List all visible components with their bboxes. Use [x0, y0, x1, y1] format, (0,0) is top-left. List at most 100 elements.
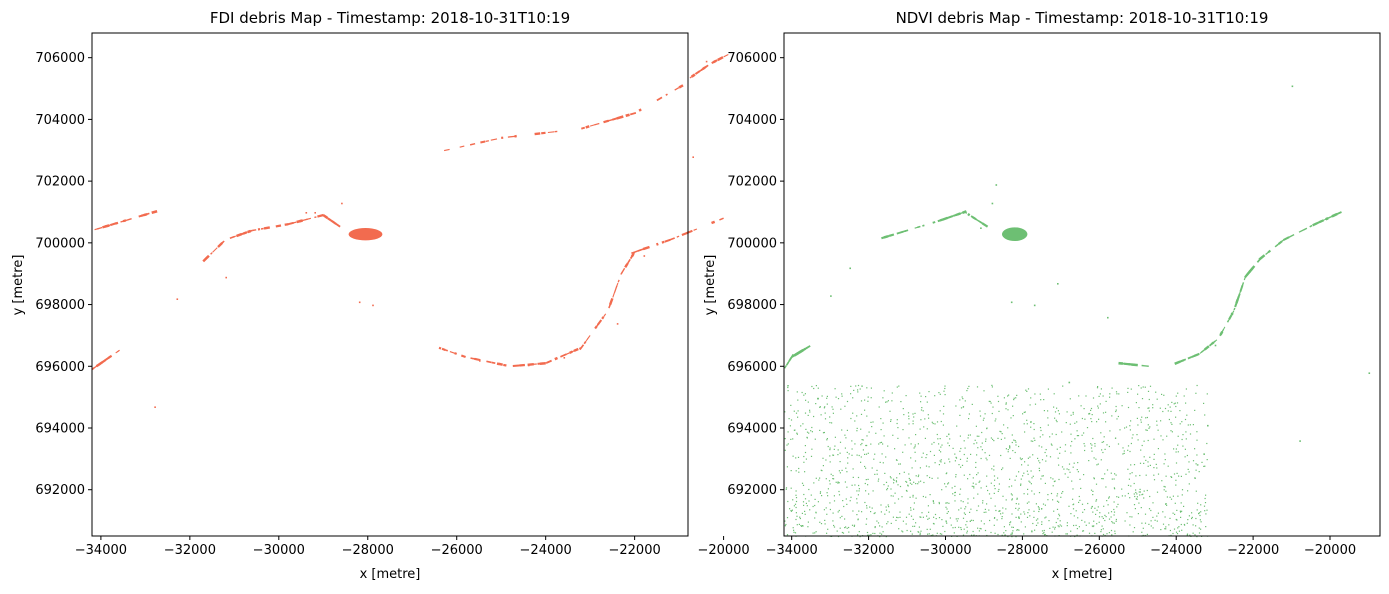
- ndvi-scatter-point: [945, 394, 946, 395]
- ndvi-scatter-point: [865, 483, 866, 484]
- ndvi-scatter-point: [1101, 478, 1102, 479]
- ndvi-scatter-point: [1127, 469, 1128, 470]
- ndvi-scatter-point: [1141, 523, 1142, 524]
- fdi-x-tick-label: −26000: [431, 543, 483, 558]
- ndvi-scatter-point: [1118, 497, 1119, 498]
- ndvi-scatter-point: [1103, 518, 1104, 519]
- ndvi-debris-blob: [1002, 227, 1027, 241]
- ndvi-scatter-point: [925, 457, 926, 458]
- ndvi-scatter-point: [900, 463, 901, 464]
- ndvi-scatter-point: [829, 449, 830, 450]
- ndvi-scatter-point: [1031, 530, 1032, 531]
- ndvi-scatter-point: [1015, 442, 1016, 443]
- ndvi-scatter-point: [956, 518, 957, 519]
- ndvi-scatter-point: [1135, 508, 1136, 509]
- ndvi-scatter-point: [986, 486, 987, 487]
- fdi-debris-point-11: [528, 365, 530, 367]
- ndvi-scatter-point: [900, 486, 901, 487]
- ndvi-scatter-point: [844, 435, 845, 436]
- ndvi-scatter-point: [1097, 406, 1098, 407]
- ndvi-scatter-point: [1031, 483, 1032, 484]
- ndvi-scatter-point: [1149, 457, 1150, 458]
- fdi-debris-track-1-segment: [692, 75, 695, 77]
- fdi-debris-blob: [349, 228, 383, 240]
- ndvi-scatter-point: [861, 414, 862, 415]
- ndvi-scatter-point: [805, 514, 806, 515]
- ndvi-scatter-point: [916, 475, 917, 476]
- ndvi-scatter-point: [1106, 500, 1107, 501]
- fdi-debris-point-3: [359, 302, 361, 304]
- ndvi-scatter-point: [1131, 389, 1132, 390]
- ndvi-scatter-point: [811, 495, 812, 496]
- fdi-debris-track-5-segment: [100, 360, 105, 364]
- ndvi-scatter-point: [811, 386, 812, 387]
- ndvi-scatter-point: [802, 423, 803, 424]
- ndvi-scatter-point: [1056, 522, 1057, 523]
- ndvi-scatter-point: [1045, 505, 1046, 506]
- ndvi-scatter-point: [966, 461, 967, 462]
- ndvi-scatter-point: [898, 498, 899, 499]
- ndvi-scatter-point: [787, 534, 788, 535]
- ndvi-scatter-point: [949, 445, 950, 446]
- ndvi-scatter-point: [1177, 473, 1178, 474]
- ndvi-scatter-point: [829, 480, 830, 481]
- ndvi-scatter-point: [1009, 486, 1010, 487]
- ndvi-scatter-point: [1018, 503, 1019, 504]
- ndvi-scatter-point: [1185, 431, 1186, 432]
- ndvi-scatter-point: [1130, 464, 1131, 465]
- ndvi-scatter-point: [1084, 509, 1085, 510]
- ndvi-scatter-point: [790, 439, 791, 440]
- ndvi-scatter-point: [955, 405, 956, 406]
- ndvi-scatter-point: [903, 521, 904, 522]
- ndvi-scatter-point: [1160, 408, 1161, 409]
- ndvi-scatter-point: [952, 527, 953, 528]
- ndvi-scatter-point: [899, 473, 900, 474]
- ndvi-scatter-point: [1160, 529, 1161, 530]
- ndvi-scatter-point: [1002, 496, 1003, 497]
- ndvi-scatter-point: [1006, 448, 1007, 449]
- fdi-debris-track-3-segment: [317, 215, 323, 217]
- ndvi-scatter-point: [847, 430, 848, 431]
- ndvi-scatter-point: [1116, 475, 1117, 476]
- ndvi-scatter-point: [1094, 443, 1095, 444]
- ndvi-scatter-point: [1104, 436, 1105, 437]
- ndvi-scatter-point: [1152, 517, 1153, 518]
- ndvi-scatter-point: [1053, 485, 1054, 486]
- ndvi-scatter-point: [1138, 513, 1139, 514]
- fdi-debris-track-4-segment: [694, 229, 697, 230]
- ndvi-scatter-point: [1158, 430, 1159, 431]
- ndvi-scatter-point: [980, 415, 981, 416]
- fdi-debris-track-4-segment: [719, 218, 723, 220]
- ndvi-scatter-point: [886, 506, 887, 507]
- ndvi-scatter-point: [897, 419, 898, 420]
- ndvi-scatter-point: [1141, 532, 1142, 533]
- ndvi-scatter-point: [803, 501, 804, 502]
- ndvi-scatter-point: [973, 520, 974, 521]
- ndvi-scatter-point: [839, 510, 840, 511]
- ndvi-scatter-point: [814, 505, 815, 506]
- ndvi-scatter-point: [866, 454, 867, 455]
- ndvi-scatter-point: [1111, 521, 1112, 522]
- ndvi-scatter-point: [892, 435, 893, 436]
- fdi-debris-track-4-segment: [439, 348, 441, 349]
- ndvi-scatter-point: [965, 506, 966, 507]
- ndvi-scatter-point: [984, 523, 985, 524]
- ndvi-scatter-point: [1009, 479, 1010, 480]
- ndvi-scatter-point: [1001, 469, 1002, 470]
- ndvi-scatter-point: [1192, 517, 1193, 518]
- ndvi-scatter-point: [836, 397, 837, 398]
- fdi-debris-track-4-segment: [560, 354, 566, 357]
- ndvi-scatter-point: [1172, 533, 1173, 534]
- ndvi-scatter-point: [1125, 520, 1126, 521]
- ndvi-scatter-point: [945, 507, 946, 508]
- ndvi-scatter-point: [842, 470, 843, 471]
- ndvi-scatter-point: [934, 395, 935, 396]
- ndvi-scatter-point: [1145, 523, 1146, 524]
- ndvi-scatter-point: [838, 398, 839, 399]
- ndvi-scatter-point: [852, 510, 853, 511]
- ndvi-scatter-point: [907, 530, 908, 531]
- ndvi-scatter-point: [911, 516, 912, 517]
- ndvi-scatter-point: [986, 458, 987, 459]
- ndvi-scatter-point: [1140, 463, 1141, 464]
- ndvi-scatter-point: [1111, 415, 1112, 416]
